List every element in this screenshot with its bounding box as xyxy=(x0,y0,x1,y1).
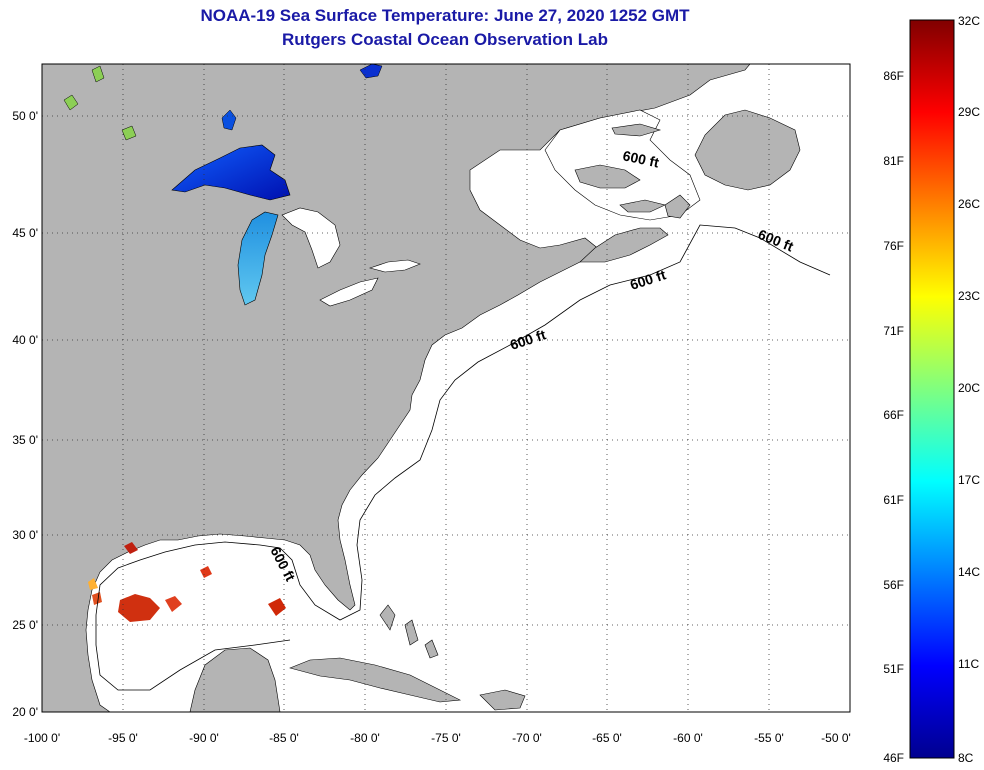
lon-tick-label: -70 0' xyxy=(512,731,542,745)
isobath-600ft xyxy=(95,224,831,691)
colorbar-fahrenheit-label: 46F xyxy=(883,751,904,765)
land-gaspe xyxy=(574,164,641,189)
lake-green-2 xyxy=(91,65,105,83)
colorbar-fahrenheit-label: 61F xyxy=(883,493,904,507)
lake-erie xyxy=(319,277,379,307)
lake-nipigon xyxy=(221,109,237,131)
colorbar xyxy=(909,19,955,759)
lon-tick-label: -100 0' xyxy=(24,731,60,745)
colorbar-celsius-label: 26C xyxy=(958,197,980,211)
lat-tick-label: 20 0' xyxy=(12,705,38,719)
lat-tick-label: 45 0' xyxy=(12,226,38,240)
plot-frame xyxy=(41,63,851,713)
lake-northern-blue xyxy=(359,64,383,79)
colorbar-fahrenheit-label: 76F xyxy=(883,239,904,253)
lon-tick-label: -85 0' xyxy=(269,731,299,745)
lon-axis: -100 0' -95 0' -90 0' -85 0' -80 0' -75 … xyxy=(24,731,851,745)
lat-axis: 50 0' 45 0' 40 0' 35 0' 30 0' 25 0' 20 0… xyxy=(12,109,38,719)
map-grid xyxy=(42,64,850,712)
lon-tick-label: -95 0' xyxy=(108,731,138,745)
map-title: NOAA-19 Sea Surface Temperature: June 27… xyxy=(200,6,690,25)
colorbar-fahrenheit-labels: 86F 81F 76F 71F 66F 61F 56F 51F 46F xyxy=(883,69,904,765)
colorbar-celsius-label: 23C xyxy=(958,289,980,303)
lake-green-1 xyxy=(63,94,79,111)
land-pei xyxy=(619,199,666,213)
colorbar-celsius-label: 29C xyxy=(958,105,980,119)
colorbar-celsius-labels: 32C 29C 26C 23C 20C 17C 14C 11C 8C xyxy=(958,14,980,765)
colorbar-celsius-label: 11C xyxy=(958,657,979,671)
colorbar-fahrenheit-label: 66F xyxy=(883,408,904,422)
land-yucatan xyxy=(189,647,281,712)
colorbar-celsius-label: 17C xyxy=(958,473,980,487)
colorbar-fahrenheit-label: 56F xyxy=(883,578,904,592)
lon-tick-label: -75 0' xyxy=(431,731,461,745)
land-bahamas xyxy=(379,604,439,659)
lat-tick-label: 50 0' xyxy=(12,109,38,123)
lake-ontario xyxy=(368,259,421,273)
colorbar-celsius-label: 20C xyxy=(958,381,980,395)
colorbar-celsius-label: 32C xyxy=(958,14,980,28)
lat-tick-label: 35 0' xyxy=(12,433,38,447)
land-cuba xyxy=(289,657,462,703)
land-hispaniola xyxy=(479,689,526,711)
lat-tick-label: 40 0' xyxy=(12,333,38,347)
map-subtitle: Rutgers Coastal Ocean Observation Lab xyxy=(282,30,608,49)
lon-tick-label: -55 0' xyxy=(754,731,784,745)
colorbar-fahrenheit-label: 51F xyxy=(883,662,904,676)
gulf-st-lawrence-water xyxy=(544,109,701,221)
land-cape-breton xyxy=(664,194,691,219)
colorbar-fahrenheit-label: 71F xyxy=(883,324,904,338)
lon-tick-label: -65 0' xyxy=(592,731,622,745)
lon-tick-label: -90 0' xyxy=(189,731,219,745)
colorbar-celsius-label: 14C xyxy=(958,565,980,579)
lat-tick-label: 30 0' xyxy=(12,528,38,542)
lat-tick-label: 25 0' xyxy=(12,618,38,632)
land-newfoundland xyxy=(694,109,801,191)
lon-tick-label: -60 0' xyxy=(673,731,703,745)
lake-superior xyxy=(171,144,291,201)
colorbar-celsius-label: 8C xyxy=(958,751,974,765)
lake-huron xyxy=(281,207,341,269)
colorbar-fahrenheit-label: 86F xyxy=(883,69,904,83)
lon-tick-label: -80 0' xyxy=(350,731,380,745)
lake-michigan xyxy=(237,211,279,306)
land-nova-scotia xyxy=(579,227,669,263)
lake-green-3 xyxy=(121,125,137,141)
lon-tick-label: -50 0' xyxy=(821,731,851,745)
land-anticosti xyxy=(611,123,662,137)
contour-label: 600 ft xyxy=(621,147,660,170)
colorbar-fahrenheit-label: 81F xyxy=(883,154,904,168)
gulf-sst-patches xyxy=(88,542,286,622)
